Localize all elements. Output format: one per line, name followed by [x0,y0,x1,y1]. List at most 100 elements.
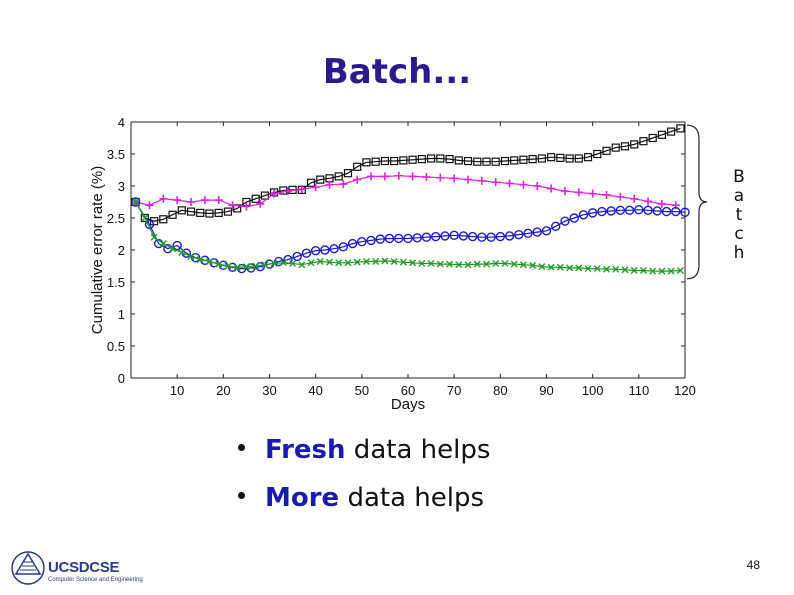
data-point [630,194,639,203]
data-point [367,172,376,181]
data-point [615,205,626,216]
x-tick-label: 120 [674,383,696,398]
data-point [409,259,417,267]
data-point [652,206,662,216]
series-line [135,127,681,222]
data-point [602,190,611,199]
data-point [611,143,620,152]
data-point [538,263,546,271]
data-point [412,233,422,243]
x-tick-label: 50 [355,383,369,398]
data-point [565,154,574,163]
data-point [261,261,269,269]
page-number: 48 [746,558,760,572]
data-point [372,258,380,266]
data-point [130,197,141,207]
data-point [575,264,583,272]
data-point [519,261,527,269]
logo-text: UCSDCSE [48,559,120,576]
data-point [132,198,140,206]
data-point [630,266,638,274]
data-point [569,213,579,223]
x-tick-label: 100 [582,383,604,398]
series-square [131,124,685,226]
data-point [541,226,552,236]
data-point [560,187,569,196]
data-point [547,263,555,271]
data-point [491,157,500,166]
data-point [620,142,630,151]
x-axis-label: Days [391,396,425,413]
data-point [588,189,597,198]
data-point [159,215,168,224]
data-point [519,180,528,189]
data-point [145,201,154,210]
data-point [427,259,435,267]
data-point [532,227,542,237]
series-circle [130,197,690,274]
data-point [168,210,177,219]
data-point [306,178,316,187]
y-tick-label: 0 [118,371,125,386]
x-tick-label: 40 [308,383,322,398]
data-point [394,233,404,244]
bracket-letter: B [733,167,745,187]
bracket-letter: t [735,205,743,225]
data-point [556,263,564,271]
data-point [504,231,515,241]
data-point [556,153,565,162]
data-point [583,153,593,162]
data-point [270,259,278,267]
data-point [621,266,629,274]
data-point [362,158,371,167]
data-point [449,230,459,240]
bullet-text: data helps [339,483,485,513]
data-point [233,204,242,213]
y-tick-label: 3 [118,179,125,194]
data-point [292,251,302,262]
ucsd-logo-icon [11,551,45,585]
data-point [612,265,620,273]
chart-series [130,124,690,275]
data-point [436,173,445,182]
bullet-dot-icon [238,492,245,499]
bracket-curve [686,124,708,280]
data-point [533,182,542,190]
x-tick-label: 90 [539,383,553,398]
data-point [657,130,667,139]
data-point [528,155,537,164]
data-point [547,153,556,162]
data-point [458,231,469,241]
x-tick-label: 10 [170,383,184,398]
bracket-letter: c [734,224,744,244]
data-point [671,206,681,217]
series-x [132,198,684,275]
data-point [529,261,537,269]
data-point [464,261,472,269]
y-tick-label: 1 [118,307,125,322]
data-point [283,187,292,196]
data-point [587,208,598,218]
data-point [667,267,675,275]
data-point [214,196,223,205]
bracket-letter: h [733,243,745,263]
data-point [177,206,186,215]
data-point [251,194,260,203]
data-point [648,133,657,143]
data-point [440,231,450,241]
data-point [316,175,325,184]
data-point [325,180,334,189]
data-point [602,146,611,155]
data-point [492,259,500,267]
data-point [353,258,361,266]
x-tick-label: 70 [447,383,461,398]
data-point [338,242,349,252]
data-point [343,169,353,178]
data-point [384,233,395,244]
data-point [200,196,209,205]
data-point [178,249,186,257]
data-point [159,194,168,203]
data-point [196,256,204,264]
data-point [667,127,676,136]
bullet-emphasis: Fresh [265,435,346,465]
